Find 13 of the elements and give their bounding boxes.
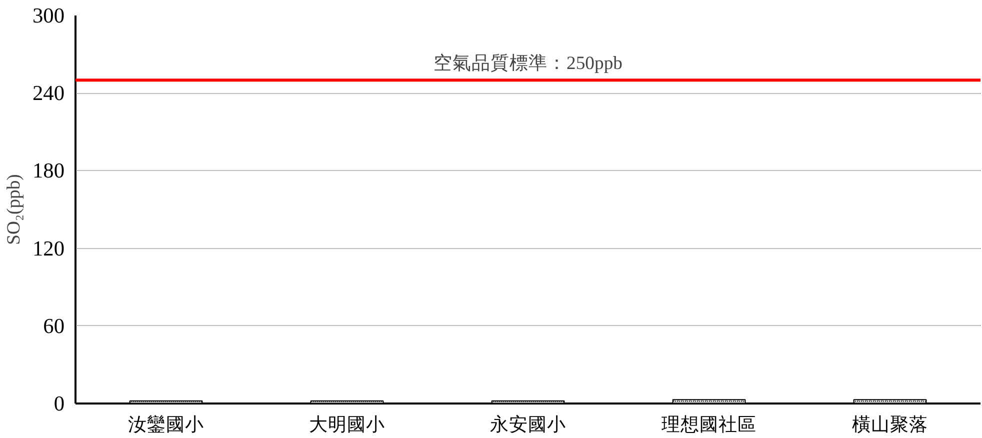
y-tick-label: 180: [32, 158, 65, 183]
y-tick-label: 240: [32, 81, 65, 106]
ref-line-label: 空氣品質標準：250ppb: [434, 52, 622, 74]
y-tick-label: 120: [32, 236, 65, 260]
x-tick-label: 汝鑾國小: [128, 414, 204, 436]
x-tick-label: 大明國小: [309, 414, 385, 436]
x-tick-label: 理想國社區: [662, 414, 756, 436]
x-tick-label: 橫山聚落: [852, 414, 928, 436]
y-tick-label: 0: [54, 392, 65, 416]
y-tick-label: 60: [43, 314, 64, 338]
y-tick-label: 300: [32, 4, 65, 28]
x-tick-label: 永安國小: [490, 414, 566, 436]
y-axis-title: SO₂(ppb): [4, 174, 25, 245]
